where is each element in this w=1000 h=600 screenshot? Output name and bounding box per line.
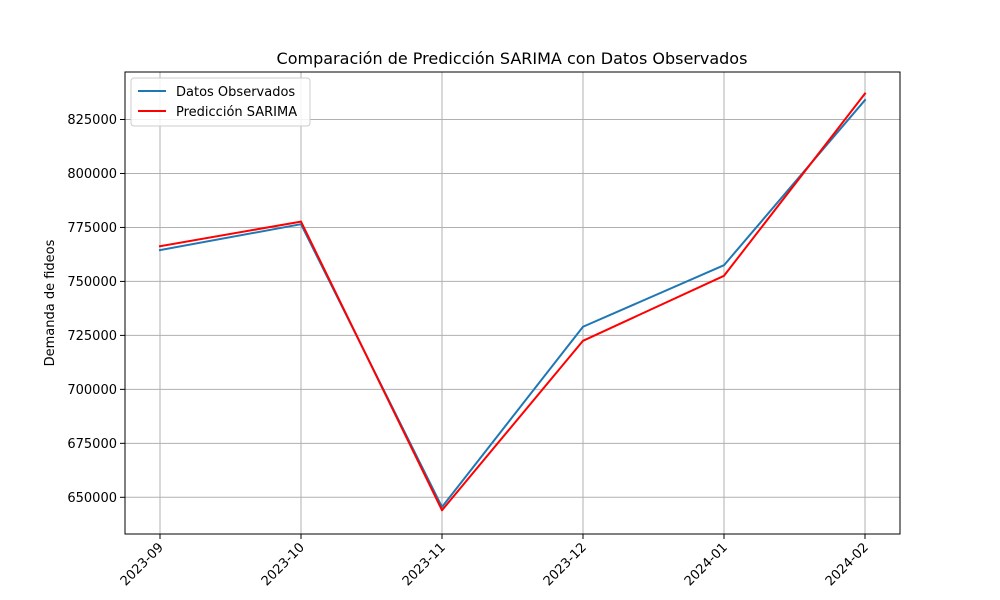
legend-box — [130, 77, 311, 127]
data-point-prediccion-sarima — [723, 274, 725, 277]
data-point-prediccion-sarima — [300, 220, 302, 223]
series-line-datos-observados — [158, 98, 867, 509]
legend-label-datos-observados: Datos Observados — [176, 85, 295, 100]
grid-layer — [125, 72, 900, 534]
data-point-datos-observados — [582, 325, 584, 328]
data-point-datos-observados — [159, 249, 161, 252]
y-tick-label: 750000 — [67, 275, 117, 290]
legend: Datos Observados Predicción SARIMA — [130, 77, 311, 127]
y-tick-label: 800000 — [67, 167, 117, 182]
y-tick-label: 700000 — [67, 383, 117, 398]
data-point-prediccion-sarima — [159, 245, 161, 248]
data-point-prediccion-sarima — [864, 92, 866, 95]
y-tick-label: 675000 — [67, 437, 117, 452]
data-point-datos-observados — [723, 264, 725, 267]
plot-frame — [124, 71, 901, 535]
data-point-prediccion-sarima — [582, 339, 584, 342]
y-tick-label: 650000 — [67, 491, 117, 506]
y-axis-label: Demanda de fideos — [43, 239, 58, 366]
data-point-prediccion-sarima — [441, 509, 443, 512]
y-tick-label: 825000 — [67, 113, 117, 128]
y-tick-label: 775000 — [67, 221, 117, 236]
legend-label-prediccion-sarima: Predicción SARIMA — [176, 105, 297, 120]
series-layer — [158, 92, 867, 512]
chart-title: Comparación de Predicción SARIMA con Dat… — [277, 49, 748, 68]
series-line-prediccion-sarima — [158, 92, 867, 512]
y-tick-label: 725000 — [67, 329, 117, 344]
data-point-datos-observados — [864, 99, 866, 102]
